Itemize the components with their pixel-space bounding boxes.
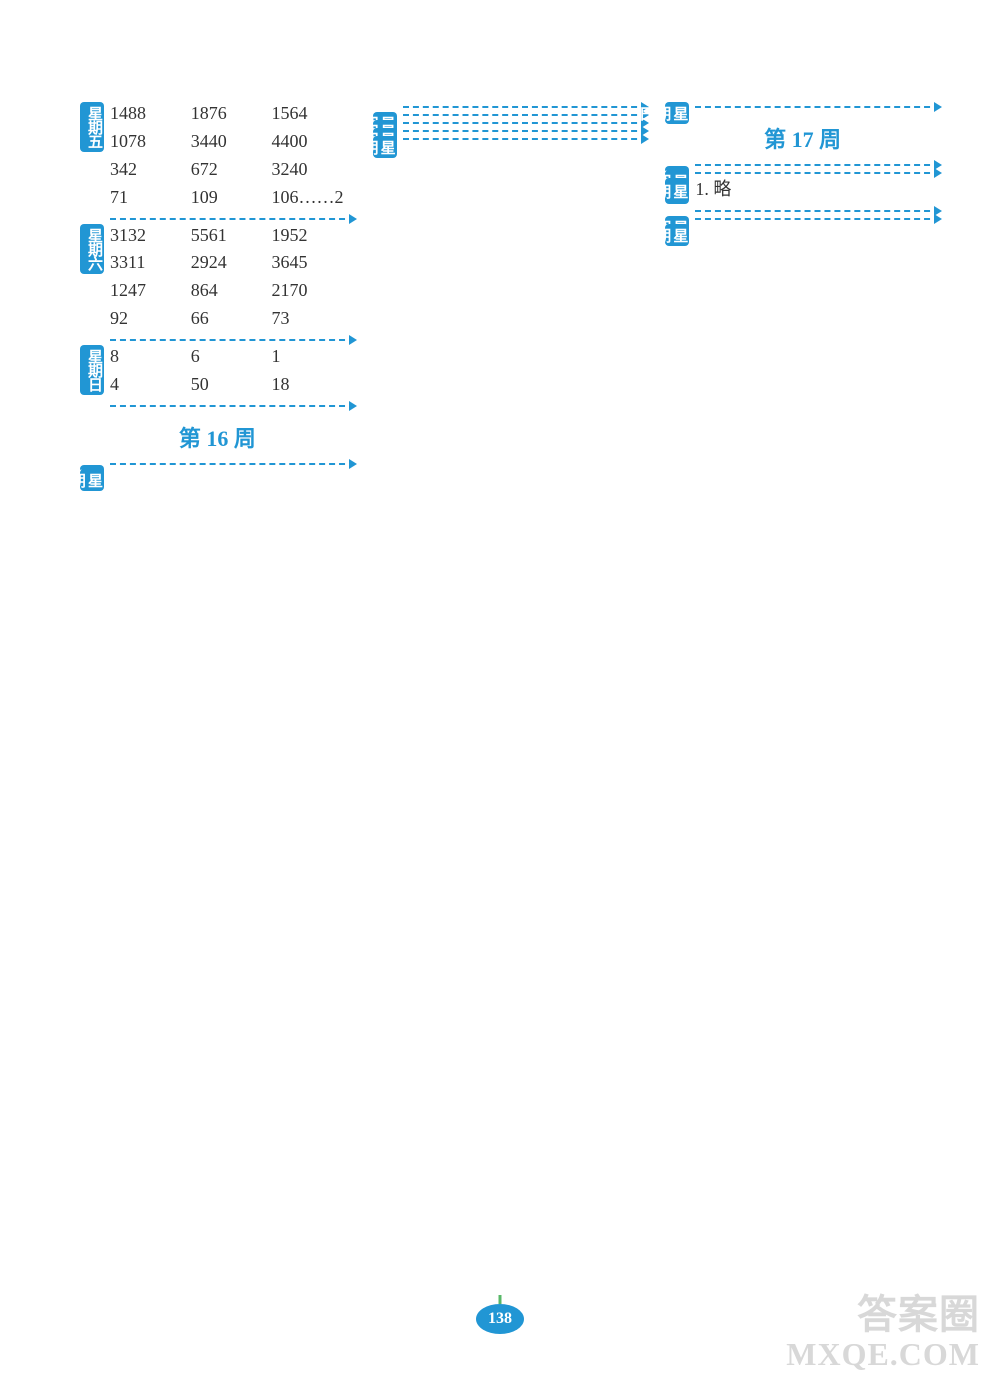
cell: 1247 <box>110 277 191 305</box>
cell: 3311 <box>110 249 191 277</box>
cell: 73 <box>271 305 352 333</box>
c1-sun-section: 星期日 86145018 <box>80 343 355 399</box>
weekday-tab-sun: 星期日 <box>665 102 689 124</box>
divider <box>403 114 648 116</box>
divider <box>403 106 648 108</box>
c1-fri-section: 星期五 148818761564107834404400342672324071… <box>80 100 355 212</box>
weekday-tab-sat: 星期六 <box>373 136 397 158</box>
cell: 1 <box>271 343 352 371</box>
cell: 50 <box>191 371 272 399</box>
cell: 3440 <box>191 128 272 156</box>
week-16-title: 第 16 周 <box>80 421 355 453</box>
cell: 3645 <box>271 249 352 277</box>
cell: 2170 <box>271 277 352 305</box>
column-1: 星期五 148818761564107834404400342672324071… <box>80 100 355 471</box>
cell: 4400 <box>271 128 352 156</box>
weekday-tab-fri: 星期五 <box>80 102 104 152</box>
cell: 71 <box>110 184 191 212</box>
cell: 1. 略 <box>695 176 731 204</box>
cell: 92 <box>110 305 191 333</box>
cell: 3132 <box>110 222 191 250</box>
divider <box>695 164 940 166</box>
cell: 672 <box>191 156 272 184</box>
cell: 106……2 <box>271 184 352 212</box>
cell: 1952 <box>271 222 352 250</box>
divider <box>110 463 355 465</box>
cell: 5561 <box>191 222 272 250</box>
divider <box>403 138 648 140</box>
data-row: 926673 <box>110 305 355 333</box>
data-row: 861 <box>110 343 355 371</box>
divider <box>110 218 355 220</box>
week-17-title: 第 17 周 <box>665 122 940 154</box>
data-row: 107834404400 <box>110 128 355 156</box>
cell: 1876 <box>191 100 272 128</box>
cell: 864 <box>191 277 272 305</box>
divider <box>695 218 940 220</box>
data-row: 331129243645 <box>110 249 355 277</box>
cell: 2924 <box>191 249 272 277</box>
page-number: 138 <box>476 1304 524 1334</box>
weekday-tab-wed: 星期三 <box>665 178 689 204</box>
cell: 1078 <box>110 128 191 156</box>
divider <box>695 172 940 174</box>
weekday-tab-sun: 星期日 <box>80 345 104 395</box>
divider <box>695 106 940 108</box>
weekday-tab-sat: 星期六 <box>80 224 104 274</box>
data-row: 12478642170 <box>110 277 355 305</box>
cell: 1564 <box>271 100 352 128</box>
divider <box>110 339 355 341</box>
cell: 6 <box>191 343 272 371</box>
w17-wed-section: 星期三 1. 略 <box>665 176 940 204</box>
cell: 109 <box>191 184 272 212</box>
text-row: 1. 略 <box>695 176 940 204</box>
cell: 8 <box>110 343 191 371</box>
c1-sat-section: 星期六 313255611952331129243645124786421709… <box>80 222 355 334</box>
cell: 342 <box>110 156 191 184</box>
cell: 3240 <box>271 156 352 184</box>
divider <box>403 122 648 124</box>
watermark: 答案圈 MXQE.COM <box>786 1293 980 1372</box>
data-row: 3426723240 <box>110 156 355 184</box>
data-row: 71109106……2 <box>110 184 355 212</box>
cell: 66 <box>191 305 272 333</box>
divider <box>110 405 355 407</box>
weekday-tab-tue: 星期二 <box>80 469 104 491</box>
watermark-cn: 答案圈 <box>786 1293 980 1337</box>
weekday-tab-fri: 星期五 <box>665 224 689 246</box>
data-row: 148818761564 <box>110 100 355 128</box>
watermark-en: MXQE.COM <box>786 1337 980 1372</box>
cell: 1488 <box>110 100 191 128</box>
page: 星期五 148818761564107834404400342672324071… <box>0 0 1000 511</box>
column-2: 星期三 星期四 星期五 星期六 <box>373 100 648 471</box>
divider <box>695 210 940 212</box>
cell: 18 <box>271 371 352 399</box>
column-3: 星期日 第 17 周 星期一 星期二 星期三 1. 略 星期四 星期五 <box>665 100 940 471</box>
cell: 4 <box>110 371 191 399</box>
data-row: 45018 <box>110 371 355 399</box>
divider <box>403 130 648 132</box>
data-row: 313255611952 <box>110 222 355 250</box>
